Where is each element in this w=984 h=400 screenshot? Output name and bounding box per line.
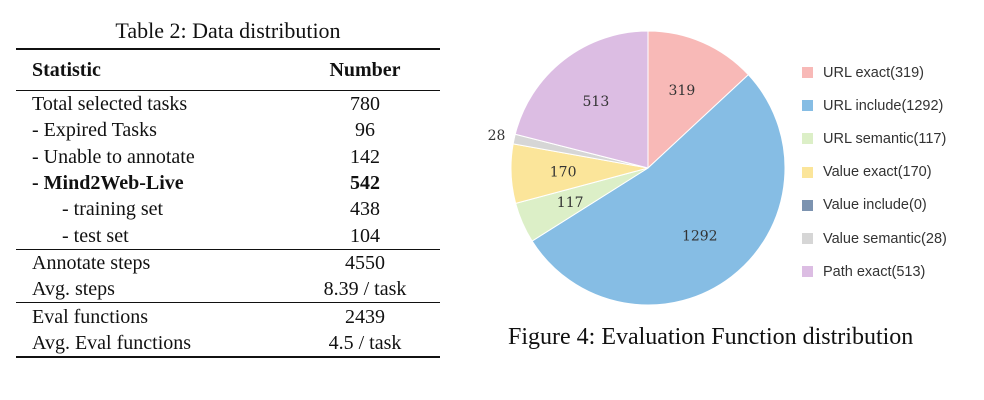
pie-slice-label: 513 [583, 94, 610, 110]
legend-swatch [802, 233, 813, 245]
pie-slice-url-include [531, 74, 786, 306]
row-value: 780 [290, 90, 440, 118]
legend-label: Value include(0) [823, 197, 927, 214]
legend-label: URL include(1292) [823, 97, 944, 114]
table-row: - Expired Tasks 96 [16, 117, 440, 143]
legend-swatch [802, 266, 813, 278]
row-value: 4.5 / task [290, 329, 440, 358]
row-value: 104 [350, 224, 380, 247]
legend-swatch [802, 166, 813, 178]
data-distribution-table-block: Table 2: Data distribution Statistic Num… [16, 14, 440, 358]
pie-legend: URL exact(319) URL include(1292) URL seman… [802, 56, 947, 288]
table-row: Total selected tasks 780 [16, 90, 440, 118]
pie-slice-label: 170 [550, 165, 577, 181]
row-label: Eval functions [16, 302, 290, 330]
row-label: Total selected tasks [16, 90, 290, 118]
pie-slice-label: 28 [488, 128, 506, 144]
legend-label: Path exact(513) [823, 263, 926, 280]
header-number: Number [290, 48, 440, 91]
table-header-row: Statistic Number [16, 48, 440, 91]
table-row: - Unable to annotate 142 [16, 144, 440, 170]
legend-swatch [802, 133, 813, 145]
row-value: 542 [350, 172, 380, 195]
table-row: Eval functions 2439 [16, 302, 440, 330]
evaluation-function-pie-chart: 319 1292 117 170 28 513 [488, 30, 786, 306]
row-value: 96 [355, 119, 375, 142]
data-distribution-table: Statistic Number Total selected tasks 78… [16, 48, 440, 358]
legend-item: URL semantic(117) [802, 122, 947, 155]
legend-swatch [802, 100, 813, 112]
table-row: Annotate steps 4550 [16, 248, 440, 277]
table-row: Avg. Eval functions 4.5 / task [16, 329, 440, 358]
legend-swatch [802, 199, 813, 211]
header-statistic: Statistic [16, 48, 290, 91]
row-label: Annotate steps [16, 248, 290, 277]
row-value: 8.39 / task [323, 278, 407, 301]
legend-label: URL exact(319) [823, 64, 925, 81]
row-label: Avg. steps [32, 278, 115, 301]
table-row: - Mind2Web-Live 542 [16, 170, 440, 196]
row-label: - test set [62, 224, 129, 247]
row-value: 142 [350, 145, 380, 168]
table-row: - training set 438 [16, 196, 440, 222]
pie-slice-label: 1292 [682, 228, 718, 244]
row-label: - Unable to annotate [32, 145, 195, 168]
row-value: 2439 [290, 302, 440, 330]
row-value: 4550 [290, 248, 440, 277]
legend-swatch [802, 67, 813, 79]
pie-slice-label: 117 [557, 195, 584, 211]
legend-label: URL semantic(117) [823, 130, 947, 147]
legend-item: Value include(0) [802, 189, 947, 222]
row-value: 438 [350, 198, 380, 221]
pie-slice-label: 319 [669, 83, 696, 99]
table-row: - test set 104 [16, 222, 440, 249]
table-row: Avg. steps 8.39 / task [16, 276, 440, 303]
pie-slice-path-exact [514, 30, 649, 169]
legend-label: Value semantic(28) [823, 230, 947, 247]
row-label: Avg. Eval functions [16, 329, 290, 358]
pie-slice-url-exact [647, 30, 750, 170]
legend-item: URL include(1292) [802, 89, 947, 122]
figure-caption: Figure 4: Evaluation Function distributi… [508, 324, 914, 350]
table-caption: Table 2: Data distribution [115, 18, 341, 43]
row-label: - training set [62, 198, 164, 221]
legend-item: Value semantic(28) [802, 222, 947, 255]
legend-item: Path exact(513) [802, 255, 947, 288]
row-label: - Mind2Web-Live [32, 172, 184, 195]
row-label: - Expired Tasks [32, 119, 157, 142]
legend-item: URL exact(319) [802, 56, 947, 89]
legend-item: Value exact(170) [802, 156, 947, 189]
legend-label: Value exact(170) [823, 164, 932, 181]
